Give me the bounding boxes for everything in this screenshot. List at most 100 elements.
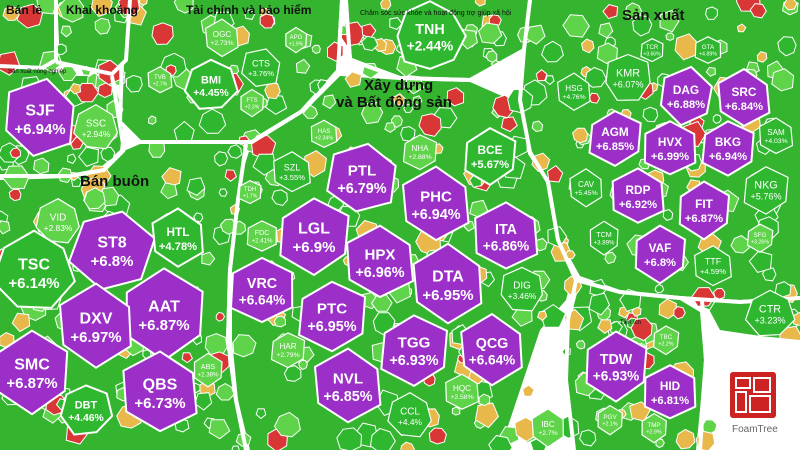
stock-tile-shape[interactable] bbox=[0, 229, 76, 309]
minor-stock-cell[interactable] bbox=[771, 68, 795, 92]
minor-stock-cell[interactable] bbox=[2, 5, 20, 21]
stock-tile-shape[interactable] bbox=[147, 66, 173, 94]
minor-stock-cell[interactable] bbox=[572, 127, 589, 144]
minor-stock-cell[interactable] bbox=[259, 13, 275, 29]
minor-stock-cell[interactable] bbox=[597, 319, 613, 335]
minor-stock-cell[interactable] bbox=[488, 435, 513, 450]
stock-tile-shape[interactable] bbox=[313, 347, 382, 424]
stock-tile-tgg[interactable]: TGG+6.93% bbox=[380, 314, 449, 387]
stock-tile-shape[interactable] bbox=[653, 325, 680, 356]
minor-stock-cell[interactable] bbox=[400, 126, 416, 142]
minor-stock-cell[interactable] bbox=[361, 35, 379, 52]
stock-tile-shape[interactable] bbox=[402, 134, 438, 171]
stock-tile-ptl[interactable]: PTL+6.79% bbox=[326, 142, 397, 213]
minor-stock-cell[interactable] bbox=[535, 69, 548, 82]
stock-tile-shape[interactable] bbox=[717, 67, 771, 128]
stock-tile-shape[interactable] bbox=[412, 242, 483, 325]
stock-tile-dta[interactable]: DTA+6.95% bbox=[412, 242, 483, 325]
minor-stock-cell[interactable] bbox=[9, 147, 22, 159]
stock-tile-shape[interactable] bbox=[387, 392, 432, 438]
stock-tile-fts[interactable]: FTS+2.3% bbox=[240, 88, 265, 118]
minor-stock-cell[interactable] bbox=[392, 93, 406, 107]
minor-stock-cell[interactable] bbox=[712, 114, 722, 124]
minor-stock-cell[interactable] bbox=[198, 108, 227, 134]
minor-stock-cell[interactable] bbox=[173, 0, 194, 14]
stock-tile-ctr[interactable]: CTR+3.23% bbox=[744, 289, 796, 337]
minor-stock-cell[interactable] bbox=[218, 188, 228, 197]
minor-stock-cell[interactable] bbox=[588, 292, 611, 316]
minor-stock-cell[interactable] bbox=[231, 445, 240, 450]
minor-stock-cell[interactable] bbox=[446, 87, 465, 107]
minor-stock-cell[interactable] bbox=[642, 106, 659, 123]
stock-tile-hvx[interactable]: HVX +6.99% bbox=[643, 120, 697, 176]
stock-tile-dag[interactable]: DAG +6.88% bbox=[659, 65, 713, 127]
minor-stock-cell[interactable] bbox=[148, 140, 166, 158]
stock-tile-shape[interactable] bbox=[589, 220, 619, 256]
stock-tile-st8[interactable]: ST8+6.8% bbox=[67, 210, 156, 291]
minor-stock-cell[interactable] bbox=[33, 157, 50, 175]
stock-tile-shape[interactable] bbox=[246, 220, 277, 252]
minor-stock-cell[interactable] bbox=[194, 392, 213, 411]
stock-tile-agm[interactable]: AGM +6.85% bbox=[588, 109, 642, 167]
minor-stock-cell[interactable] bbox=[525, 24, 546, 45]
minor-stock-cell[interactable] bbox=[271, 189, 288, 206]
minor-stock-cell[interactable] bbox=[69, 83, 82, 95]
minor-stock-cell[interactable] bbox=[793, 311, 800, 326]
minor-stock-cell[interactable] bbox=[412, 95, 423, 107]
minor-stock-cell[interactable] bbox=[730, 235, 750, 254]
minor-stock-cell[interactable] bbox=[58, 65, 78, 82]
minor-stock-cell[interactable] bbox=[181, 352, 194, 364]
stock-tile-gta[interactable]: GTA+4.89% bbox=[694, 36, 722, 64]
stock-tile-dbt[interactable]: DBT +4.46% bbox=[59, 384, 114, 436]
stock-tile-shape[interactable] bbox=[640, 38, 664, 63]
stock-tile-tdh[interactable]: TDH+1.7% bbox=[238, 180, 262, 205]
stock-tile-shape[interactable] bbox=[464, 126, 517, 186]
stock-tile-shape[interactable] bbox=[641, 412, 667, 444]
stock-tile-shape[interactable] bbox=[396, 0, 467, 70]
stock-tile-shape[interactable] bbox=[183, 58, 239, 110]
minor-stock-cell[interactable] bbox=[654, 283, 665, 294]
minor-stock-cell[interactable] bbox=[322, 94, 337, 110]
minor-stock-cell[interactable] bbox=[428, 427, 447, 445]
minor-stock-cell[interactable] bbox=[224, 169, 238, 182]
minor-stock-cell[interactable] bbox=[500, 116, 518, 133]
stock-tile-vaf[interactable]: VAF +6.8% bbox=[634, 224, 687, 285]
minor-stock-cell[interactable] bbox=[360, 102, 384, 125]
stock-tile-shape[interactable] bbox=[285, 26, 308, 54]
minor-stock-cell[interactable] bbox=[232, 334, 257, 358]
stock-tile-htl[interactable]: HTL +4.78% bbox=[151, 207, 204, 268]
stock-tile-ibc[interactable]: IBC+2.7% bbox=[531, 408, 564, 448]
minor-stock-cell[interactable] bbox=[624, 2, 643, 20]
stock-tile-shape[interactable] bbox=[380, 314, 449, 387]
minor-stock-cell[interactable] bbox=[142, 349, 152, 359]
stock-tile-qbs[interactable]: QBS+6.73% bbox=[122, 350, 198, 433]
minor-stock-cell[interactable] bbox=[531, 120, 544, 133]
stock-tile-shape[interactable] bbox=[35, 198, 80, 244]
minor-stock-cell[interactable] bbox=[474, 402, 499, 429]
minor-stock-cell[interactable] bbox=[151, 22, 174, 45]
minor-stock-cell[interactable] bbox=[90, 0, 113, 17]
minor-stock-cell[interactable] bbox=[97, 82, 113, 98]
stock-tile-nha[interactable]: NHA+2.88% bbox=[402, 134, 438, 171]
stock-tile-shape[interactable] bbox=[659, 65, 713, 127]
minor-stock-cell[interactable] bbox=[243, 9, 256, 20]
minor-stock-cell[interactable] bbox=[478, 393, 491, 407]
minor-stock-cell[interactable] bbox=[0, 220, 11, 235]
stock-tile-has[interactable]: HAS+2.34% bbox=[310, 119, 338, 148]
minor-stock-cell[interactable] bbox=[83, 187, 106, 210]
minor-stock-cell[interactable] bbox=[474, 0, 486, 7]
minor-stock-cell[interactable] bbox=[125, 74, 143, 93]
stock-tile-shape[interactable] bbox=[701, 120, 755, 177]
stock-tile-shape[interactable] bbox=[460, 312, 523, 387]
stock-tile-shape[interactable] bbox=[326, 142, 397, 213]
stock-tile-vrc[interactable]: VRC+6.64% bbox=[229, 256, 294, 324]
minor-stock-cell[interactable] bbox=[0, 51, 21, 76]
minor-stock-cell[interactable] bbox=[273, 315, 287, 328]
minor-stock-cell[interactable] bbox=[201, 251, 216, 266]
stock-tile-tnh[interactable]: TNH+2.44% bbox=[396, 0, 467, 70]
stock-tile-fdc[interactable]: FDC+2.41% bbox=[246, 220, 277, 252]
minor-stock-cell[interactable] bbox=[204, 333, 228, 357]
minor-stock-cell[interactable] bbox=[255, 408, 267, 420]
minor-stock-cell[interactable] bbox=[369, 427, 396, 450]
minor-stock-cell[interactable] bbox=[522, 384, 535, 397]
